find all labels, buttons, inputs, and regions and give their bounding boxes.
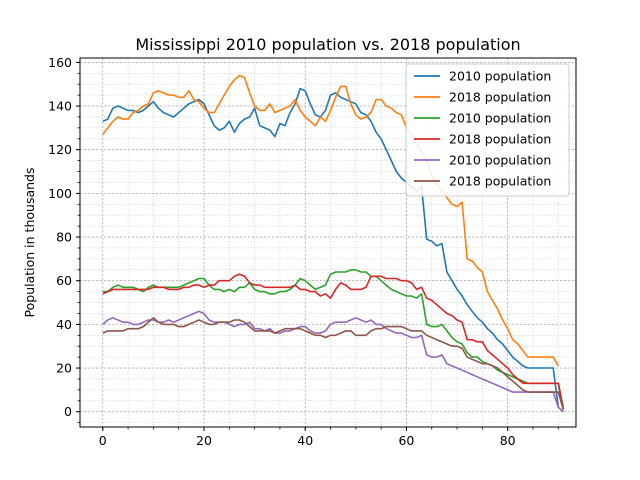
series-line-3 — [102, 268, 565, 408]
series-line-4 — [102, 273, 565, 410]
y-axis-label: Population in thousands — [22, 168, 37, 318]
legend-label: 2010 population — [449, 111, 551, 126]
y-tick-label: 0 — [64, 404, 72, 419]
legend-label: 2010 population — [449, 153, 551, 168]
legend: 2010 population 2018 population 2010 popul… — [405, 63, 570, 197]
series-line-5 — [102, 310, 564, 413]
legend-label: 2018 population — [449, 90, 551, 105]
y-tick-label: 140 — [48, 99, 72, 114]
series-line-6 — [102, 316, 565, 410]
y-tick-label: 60 — [56, 273, 72, 288]
x-tick-label: 20 — [196, 433, 212, 448]
y-tick-label: 80 — [56, 230, 72, 245]
series-lines — [102, 74, 565, 413]
chart-title: Mississippi 2010 population vs. 2018 pop… — [135, 35, 520, 54]
legend-label: 2018 population — [449, 132, 551, 147]
x-tick-label: 0 — [99, 433, 107, 448]
y-tick-label: 100 — [48, 186, 72, 201]
y-tick-label: 20 — [56, 361, 72, 376]
legend-label: 2018 population — [449, 174, 551, 189]
plot-frame — [79, 57, 577, 428]
x-tick-label: 40 — [297, 433, 313, 448]
y-tick-label: 160 — [48, 55, 72, 70]
series-line-1 — [102, 87, 564, 413]
x-tick-label: 60 — [398, 433, 414, 448]
y-tick-label: 40 — [56, 317, 72, 332]
legend-box — [405, 63, 570, 197]
x-tick-label: 80 — [500, 433, 516, 448]
axis-ticks: 0 20 40 60 80 0 20 40 60 80 100 120 140 160 — [48, 55, 559, 448]
y-tick-label: 120 — [48, 142, 72, 157]
legend-label: 2010 population — [449, 69, 551, 84]
series-line-2 — [102, 74, 559, 367]
